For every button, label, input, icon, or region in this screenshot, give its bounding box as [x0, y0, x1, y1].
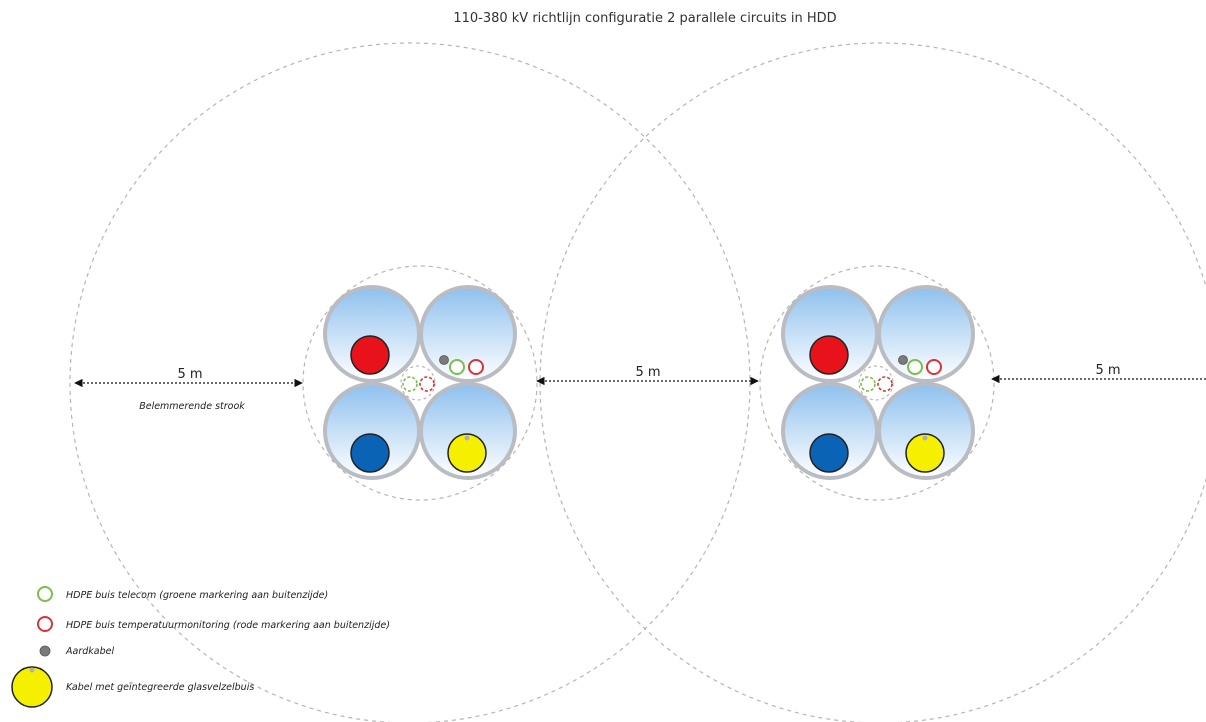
circuit-left	[302, 265, 538, 501]
phase-cable-blue	[350, 433, 390, 473]
legend-fibre-icon	[29, 667, 35, 673]
phase-cable-yellow	[447, 433, 487, 473]
telecom-duct	[449, 359, 465, 375]
circuit-right	[759, 265, 995, 501]
legend-telecom-icon	[37, 586, 53, 602]
legend-monitoring-icon	[37, 616, 53, 632]
obstruction-zone-right	[539, 42, 1206, 722]
duct	[419, 285, 517, 383]
dimension-label-left: 5 m	[177, 367, 202, 382]
center-bundle-outline	[400, 365, 436, 401]
legend-label: Aardkabel	[65, 646, 114, 657]
monitoring-duct	[419, 376, 435, 392]
phase-cable-red	[350, 335, 390, 375]
monitoring-duct	[877, 376, 893, 392]
telecom-duct	[402, 376, 418, 392]
legend-earth-icon	[39, 645, 51, 657]
earth-cable	[898, 355, 908, 365]
earth-cable	[439, 355, 449, 365]
fibre-tube	[922, 435, 928, 441]
legend-label: HDPE buis telecom (groene markering aan …	[66, 590, 328, 601]
center-bundle-outline	[858, 365, 894, 401]
legend: HDPE buis telecom (groene markering aan …	[11, 586, 390, 708]
legend-label: HDPE buis temperatuurmonitoring (rode ma…	[66, 620, 390, 631]
fibre-tube	[464, 435, 470, 441]
duct	[419, 382, 517, 480]
phase-cable-yellow	[905, 433, 945, 473]
monitoring-duct	[926, 359, 942, 375]
dimension-label-middle: 5 m	[635, 365, 660, 380]
dimension-label-right: 5 m	[1095, 363, 1120, 378]
duct	[877, 285, 975, 383]
telecom-duct	[907, 359, 923, 375]
phase-cable-blue	[809, 433, 849, 473]
legend-cable-icon	[11, 666, 53, 708]
phase-cable-red	[809, 335, 849, 375]
legend-label: Kabel met geïntegreerde glasvelzelbuis	[66, 682, 254, 693]
zone-label: Belemmerende strook	[139, 401, 245, 412]
diagram-title: 110-380 kV richtlijn configuratie 2 para…	[453, 11, 836, 26]
monitoring-duct	[468, 359, 484, 375]
duct	[877, 382, 975, 480]
telecom-duct	[860, 376, 876, 392]
